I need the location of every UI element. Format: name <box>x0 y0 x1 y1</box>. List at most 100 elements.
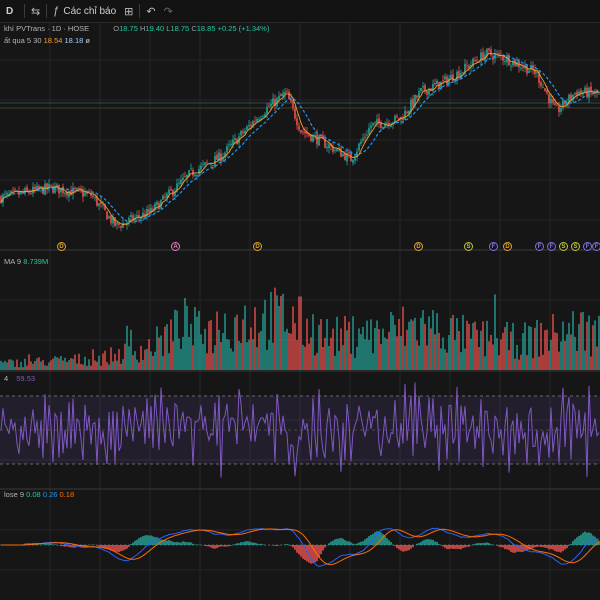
macd-histogram-bar <box>300 545 302 557</box>
volume-bar <box>176 310 178 370</box>
volume-bar <box>562 321 564 370</box>
event-marker[interactable]: F <box>547 242 556 251</box>
candle-body <box>422 85 424 88</box>
event-marker[interactable]: S <box>559 242 568 251</box>
event-marker[interactable]: F <box>583 242 592 251</box>
candle-body <box>314 135 316 137</box>
candle-body <box>334 149 336 151</box>
volume-bar <box>254 307 256 370</box>
volume-bar <box>476 329 478 370</box>
candle-body <box>388 122 390 126</box>
candle-body <box>480 52 482 62</box>
macd-histogram-bar <box>422 540 424 545</box>
candle-body <box>246 126 248 130</box>
layout-grid-icon[interactable]: ⊞ <box>124 5 134 18</box>
volume-bar <box>596 346 598 370</box>
candle-body <box>212 165 214 166</box>
macd-histogram-bar <box>320 545 322 555</box>
volume-bar <box>128 346 130 370</box>
volume-bar <box>228 339 230 370</box>
volume-bar <box>204 328 206 370</box>
event-marker[interactable]: A <box>171 242 180 251</box>
volume-legend-name: MA 9 <box>4 257 22 266</box>
symbol-button[interactable]: D <box>6 5 14 17</box>
high-value: 19.40 <box>145 24 165 33</box>
candle-body <box>216 154 218 160</box>
macd-histogram-bar <box>252 542 254 545</box>
candle-body <box>380 122 382 128</box>
candle-body <box>394 115 396 123</box>
macd-histogram-bar <box>512 545 514 553</box>
macd-histogram-bar <box>354 544 356 545</box>
macd-value-2: 0.26 <box>42 490 58 499</box>
candle-body <box>468 65 470 69</box>
volume-bar <box>88 359 90 370</box>
event-marker[interactable]: F <box>592 242 600 251</box>
candle-body <box>88 191 90 193</box>
macd-histogram-bar <box>96 545 98 546</box>
volume-bar <box>566 334 568 370</box>
candle-body <box>452 74 454 82</box>
macd-histogram-bar <box>114 545 116 552</box>
volume-bar <box>430 328 432 370</box>
volume-bar <box>300 296 302 370</box>
event-marker[interactable]: F <box>489 242 498 251</box>
macd-histogram-bar <box>436 541 438 545</box>
main-legend: khí PVTrans · 1D · HOSE O18.75 H19.40 L1… <box>4 24 269 34</box>
volume-bar <box>172 341 174 370</box>
candle-body <box>220 153 222 162</box>
candle-body <box>240 131 242 136</box>
event-marker[interactable]: D <box>414 242 423 251</box>
macd-histogram-bar <box>358 542 360 545</box>
macd-histogram-bar <box>406 545 408 551</box>
volume-bar <box>184 297 186 370</box>
event-marker[interactable]: S <box>464 242 473 251</box>
volume-bar <box>586 321 588 370</box>
volume-bar <box>324 337 326 370</box>
volume-bar <box>146 348 148 370</box>
event-marker[interactable]: D <box>503 242 512 251</box>
volume-bar <box>494 294 496 370</box>
volume-bar <box>238 341 240 370</box>
candle-body <box>504 61 506 62</box>
macd-histogram-bar <box>426 539 428 545</box>
volume-bar <box>524 322 526 370</box>
macd-legend-name: lose 9 <box>4 490 25 499</box>
volume-bar <box>426 345 428 370</box>
event-marker[interactable]: S <box>571 242 580 251</box>
macd-histogram-bar <box>54 544 56 545</box>
candle-body <box>530 65 532 70</box>
event-marker[interactable]: D <box>253 242 262 251</box>
candle-body <box>44 183 46 195</box>
macd-histogram-bar <box>446 545 448 550</box>
event-marker[interactable]: F <box>535 242 544 251</box>
close-label: C <box>191 24 197 33</box>
candle-body <box>444 76 446 80</box>
macd-histogram-bar <box>36 544 38 545</box>
volume-bar <box>318 324 320 370</box>
redo-icon[interactable]: ↷ <box>163 5 173 18</box>
volume-bar <box>160 335 162 370</box>
volume-bar <box>250 327 252 370</box>
undo-icon[interactable]: ↶ <box>146 5 156 18</box>
volume-bar <box>308 343 310 370</box>
volume-bar <box>322 347 324 370</box>
volume-bar <box>370 319 372 370</box>
macd-histogram-bar <box>78 545 80 547</box>
candle-body <box>374 121 376 123</box>
candle-body <box>556 105 558 107</box>
macd-histogram-bar <box>318 545 320 558</box>
macd-histogram-bar <box>388 540 390 545</box>
macd-histogram-bar <box>68 545 70 547</box>
volume-bar <box>126 325 128 370</box>
volume-bar <box>98 355 100 370</box>
volume-bar <box>154 351 156 370</box>
compare-icon[interactable]: ⇆ <box>31 5 41 18</box>
macd-histogram-bar <box>546 545 548 549</box>
macd-histogram-bar <box>206 545 208 547</box>
macd-histogram-bar <box>132 542 134 545</box>
event-marker[interactable]: D <box>57 242 66 251</box>
candle-body <box>524 65 526 69</box>
indicators-button[interactable]: ƒ Các chỉ báo <box>49 0 120 22</box>
